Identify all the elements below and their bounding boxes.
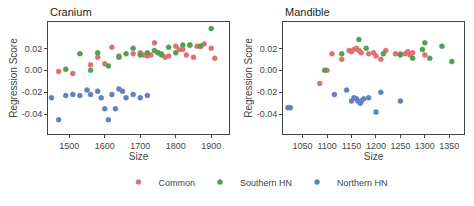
svg-text:1800: 1800 [166,141,186,151]
svg-text:-0.04: -0.04 [257,109,278,119]
svg-text:1300: 1300 [415,141,435,151]
svg-text:1200: 1200 [366,141,386,151]
svg-text:-0.02: -0.02 [22,87,43,97]
svg-text:0.02: 0.02 [25,44,43,54]
svg-text:0.00: 0.00 [25,65,43,75]
svg-text:1700: 1700 [130,141,150,151]
svg-text:-0.04: -0.04 [22,109,43,119]
svg-text:Size: Size [129,151,149,162]
svg-text:1250: 1250 [390,141,410,151]
svg-text:Regression Score: Regression Score [243,38,254,118]
svg-text:Northern HN: Northern HN [337,178,388,188]
svg-text:1600: 1600 [95,141,115,151]
svg-text:Cranium: Cranium [50,6,92,18]
svg-text:1100: 1100 [317,141,336,151]
svg-text:0.02: 0.02 [260,44,278,54]
svg-text:0.00: 0.00 [260,65,278,75]
svg-text:1500: 1500 [59,141,79,151]
svg-text:Size: Size [364,151,384,162]
svg-text:1350: 1350 [439,141,459,151]
svg-text:1050: 1050 [293,141,313,151]
svg-text:1900: 1900 [201,141,221,151]
svg-text:Common: Common [159,178,196,188]
svg-text:Southern HN: Southern HN [240,178,292,188]
svg-text:Regression Score: Regression Score [8,38,19,118]
svg-text:-0.02: -0.02 [257,87,278,97]
svg-text:1150: 1150 [342,141,361,151]
svg-text:Mandible: Mandible [285,6,330,18]
